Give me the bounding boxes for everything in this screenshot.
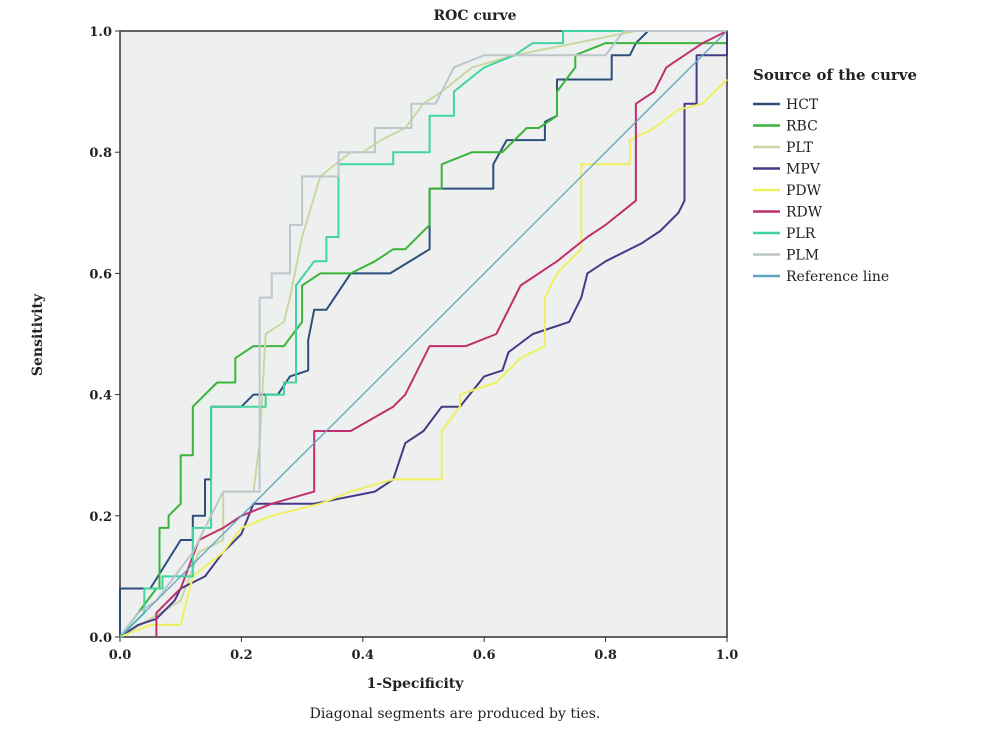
x-tick-label: 0.8 <box>594 648 617 663</box>
legend-label: PDW <box>786 183 822 199</box>
series-line-rbc <box>119 31 728 638</box>
series-line-hct <box>119 30 727 637</box>
legend-label: PLR <box>786 226 816 242</box>
legend-item: RDW <box>753 205 823 221</box>
y-tick-label: 0.8 <box>89 146 112 161</box>
x-tick-label: 0.2 <box>230 648 253 663</box>
y-axis: 0.0 0.2 0.4 0.6 0.8 1.0 <box>89 25 120 646</box>
legend-label: RDW <box>786 205 823 221</box>
series-line-pdw <box>119 78 728 638</box>
x-tick-label: 1.0 <box>716 648 739 663</box>
x-tick-label: 0.6 <box>473 648 496 663</box>
legend-item: HCT <box>753 97 819 113</box>
legend-label: MPV <box>786 162 821 178</box>
y-tick-label: 0.0 <box>89 631 112 646</box>
x-axis-label: 1-Specificity <box>367 676 465 692</box>
legend-label: PLM <box>786 248 819 264</box>
series-line-mpv <box>119 31 728 638</box>
legend-item: RBC <box>753 119 818 135</box>
y-tick-label: 0.6 <box>89 267 112 282</box>
chart-title: ROC curve <box>434 8 517 24</box>
legend-item: PLM <box>753 248 819 264</box>
legend-item: Reference line <box>753 269 889 285</box>
legend-label: PLT <box>786 140 814 156</box>
y-tick-label: 1.0 <box>89 25 112 40</box>
series-line-rdw <box>155 30 728 637</box>
legend: HCT RBC PLT MPV PDW RDW PLR PLM Reference line <box>753 97 889 285</box>
legend-item: MPV <box>753 162 821 178</box>
legend-item: PLT <box>753 140 814 156</box>
legend-title: Source of the curve <box>753 66 917 84</box>
footnote: Diagonal segments are produced by ties. <box>310 706 601 722</box>
y-tick-label: 0.2 <box>89 510 112 525</box>
y-axis-label: Sensitivity <box>30 293 46 376</box>
legend-label: RBC <box>786 119 818 135</box>
x-axis: 0.0 0.2 0.4 0.6 0.8 1.0 <box>109 637 739 663</box>
series-line-reference-line <box>119 30 728 638</box>
legend-item: PDW <box>753 183 822 199</box>
x-tick-label: 0.4 <box>351 648 374 663</box>
legend-label: HCT <box>786 97 819 113</box>
series-line-plm <box>119 30 727 638</box>
series-line-plr <box>119 30 727 638</box>
legend-item: PLR <box>753 226 816 242</box>
legend-label: Reference line <box>786 269 889 285</box>
x-tick-label: 0.0 <box>109 648 132 663</box>
y-tick-label: 0.4 <box>89 389 112 404</box>
curves <box>119 30 728 638</box>
